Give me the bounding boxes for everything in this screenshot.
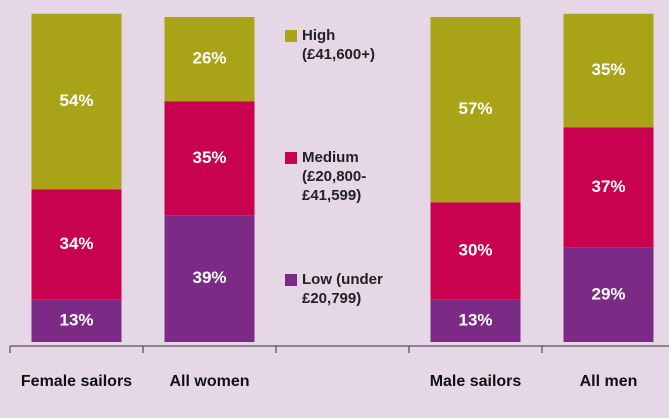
legend-label: Low (under £20,799) — [302, 271, 383, 307]
bar-segment — [164, 17, 255, 102]
value-label: 35% — [591, 60, 625, 79]
legend-label: High (£41,600+) — [302, 27, 375, 63]
x-tick-label: Male sailors — [429, 373, 522, 390]
bar-segment — [563, 127, 654, 248]
value-label: 39% — [192, 268, 226, 287]
value-label: 26% — [192, 49, 226, 68]
value-label: 29% — [591, 284, 625, 303]
value-label: 35% — [192, 148, 226, 167]
value-label: 13% — [458, 310, 492, 329]
bar-segment — [563, 247, 654, 342]
value-label: 57% — [458, 99, 492, 118]
bar-segment — [430, 299, 521, 342]
bar-segment — [430, 202, 521, 300]
value-label: 37% — [591, 177, 625, 196]
bar-segment — [430, 17, 521, 203]
x-tick-label: All women — [169, 373, 250, 390]
bar-segment — [164, 215, 255, 342]
legend-swatch — [285, 30, 297, 42]
value-label: 34% — [59, 234, 93, 253]
bar-segment — [31, 299, 122, 342]
legend-swatch — [285, 274, 297, 286]
legend-label: Medium (£20,800-£41,599) — [302, 149, 367, 204]
bar-segment — [563, 13, 654, 128]
legend-swatch — [285, 152, 297, 164]
value-label: 13% — [59, 310, 93, 329]
value-label: 30% — [458, 240, 492, 259]
bar-segment — [164, 101, 255, 216]
value-label: 54% — [59, 91, 93, 110]
bar-segment — [31, 13, 122, 190]
x-tick-label: Female sailors — [20, 373, 133, 390]
x-tick-label: All men — [579, 373, 638, 390]
bar-segment — [31, 189, 122, 300]
